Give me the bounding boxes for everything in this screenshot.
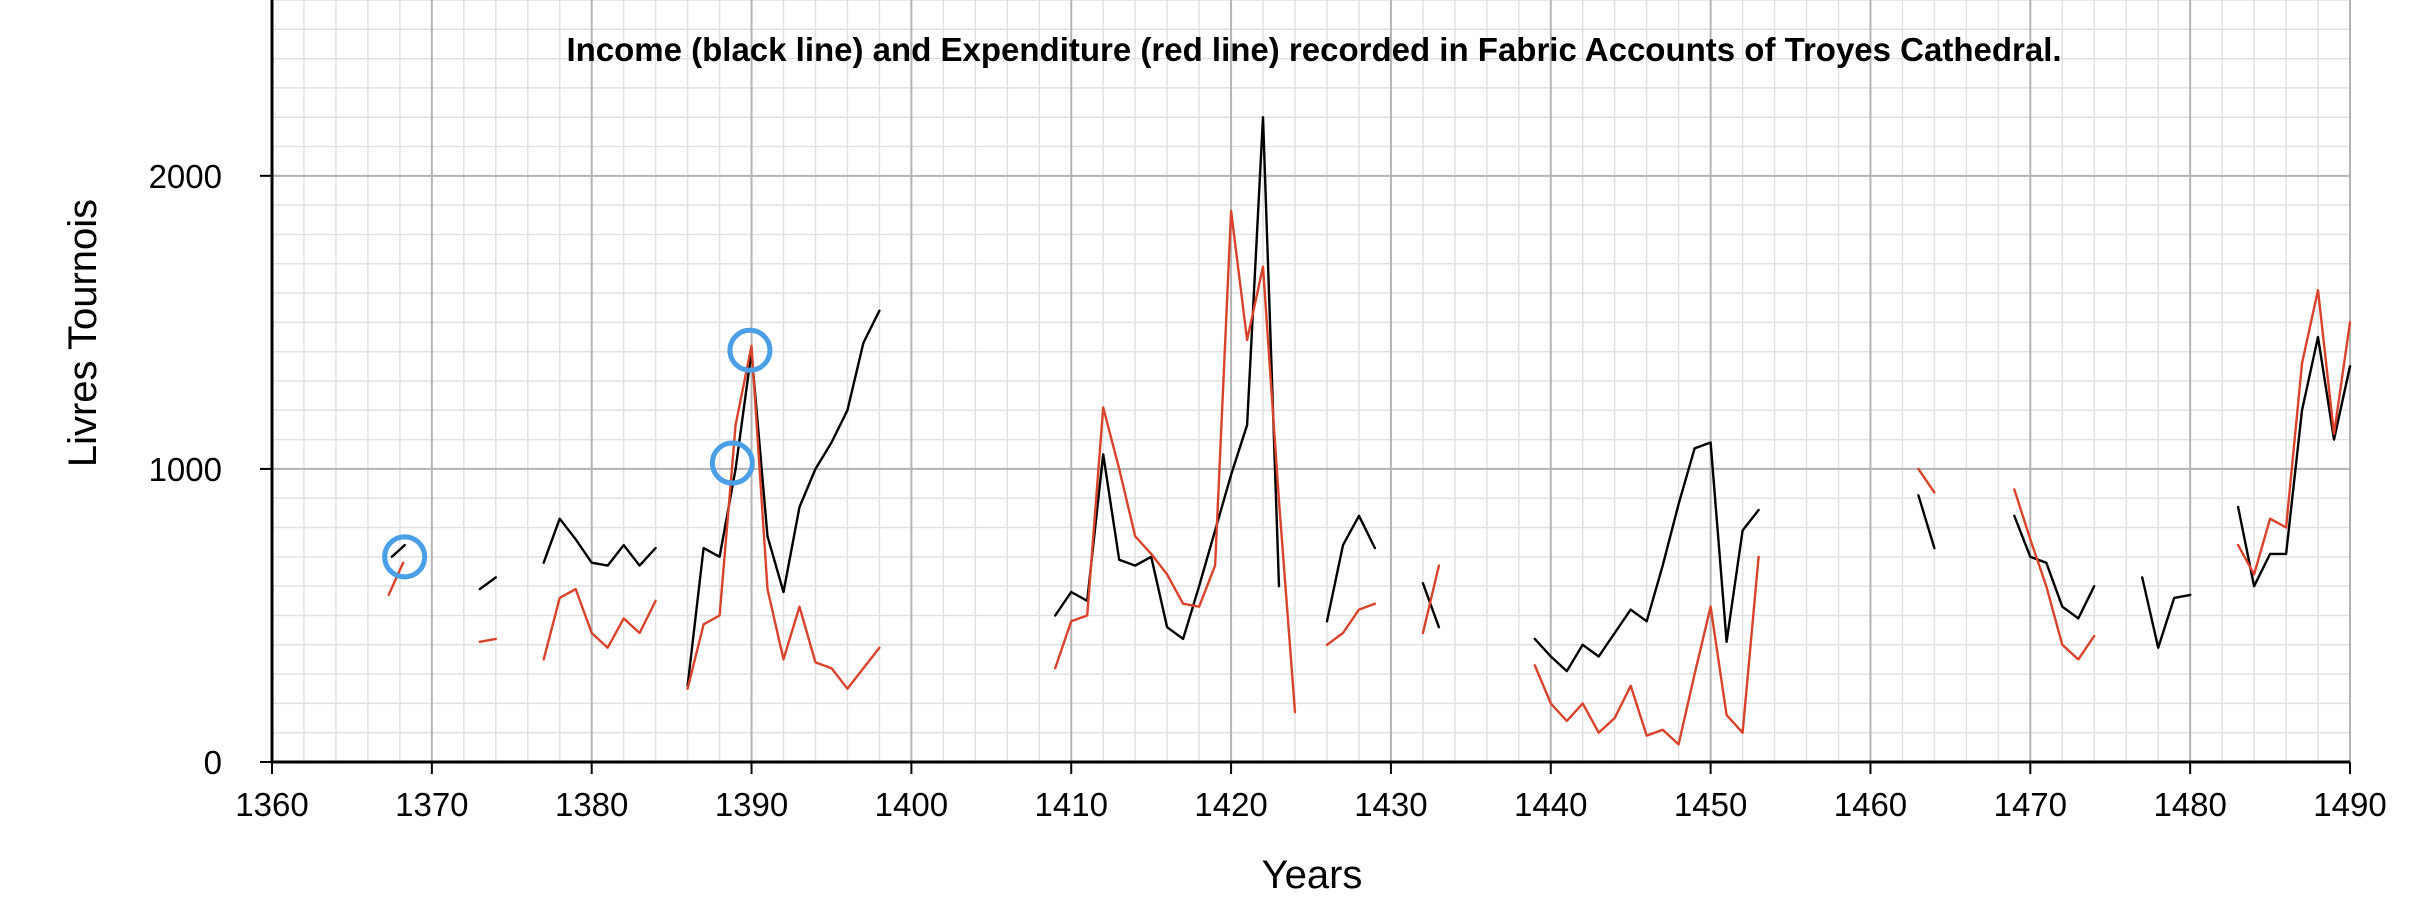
y-tick-label: 0 xyxy=(204,744,222,781)
grid-lines xyxy=(271,0,2351,763)
series-red xyxy=(387,209,2352,746)
series-line-segment xyxy=(686,309,881,687)
series-line-segment xyxy=(2013,514,2096,620)
series-line-segment xyxy=(1325,602,1377,646)
series-line-segment xyxy=(478,576,497,591)
x-tick-label: 1480 xyxy=(2153,786,2226,823)
x-axis-label: Years xyxy=(1262,853,1363,897)
tick-labels: 1360 1370 1380 1390 1400 1410 1420 1430 1440 1450… xyxy=(149,158,2387,823)
series-line-segment xyxy=(1917,494,1936,550)
series-line-segment xyxy=(1917,467,1936,494)
x-tick-label: 1470 xyxy=(1994,786,2067,823)
annotations xyxy=(382,327,773,580)
axes xyxy=(260,0,2351,774)
x-tick-label: 1390 xyxy=(715,786,788,823)
series-lines xyxy=(387,115,2352,746)
x-tick-label: 1450 xyxy=(1674,786,1747,823)
x-tick-label: 1360 xyxy=(235,786,308,823)
series-line-segment xyxy=(542,517,657,567)
series-line-segment xyxy=(542,587,657,661)
x-tick-label: 1380 xyxy=(555,786,628,823)
series-line-segment xyxy=(1053,209,1297,714)
series-line-segment xyxy=(390,543,406,558)
series-line-segment xyxy=(2236,288,2352,576)
y-tick-label: 2000 xyxy=(149,158,222,195)
annotation-circle xyxy=(709,440,755,486)
y-axis-label: Livres Tournois xyxy=(61,199,105,467)
series-line-segment xyxy=(1533,555,1760,746)
x-tick-label: 1420 xyxy=(1194,786,1267,823)
x-tick-label: 1400 xyxy=(875,786,948,823)
x-tick-label: 1410 xyxy=(1035,786,1108,823)
series-line-segment xyxy=(686,344,881,690)
x-tick-label: 1430 xyxy=(1354,786,1427,823)
y-tick-label: 1000 xyxy=(149,451,222,488)
x-tick-label: 1370 xyxy=(395,786,468,823)
series-line-segment xyxy=(387,561,405,597)
x-tick-label: 1460 xyxy=(1834,786,1907,823)
x-tick-label: 1490 xyxy=(2313,786,2386,823)
series-line-segment xyxy=(2236,335,2352,588)
annotation-circle xyxy=(727,327,773,373)
x-tick-label: 1440 xyxy=(1514,786,1587,823)
chart-title: Income (black line) and Expenditure (red… xyxy=(566,31,2061,68)
series-line-segment xyxy=(1421,582,1441,629)
series-line-segment xyxy=(478,637,497,643)
annotation-circle xyxy=(382,534,428,580)
series-line-segment xyxy=(1533,441,1760,673)
series-line-segment xyxy=(2013,488,2096,661)
series-line-segment xyxy=(2140,576,2192,649)
series-line-segment xyxy=(1325,514,1377,623)
series-line-segment xyxy=(1421,564,1441,635)
